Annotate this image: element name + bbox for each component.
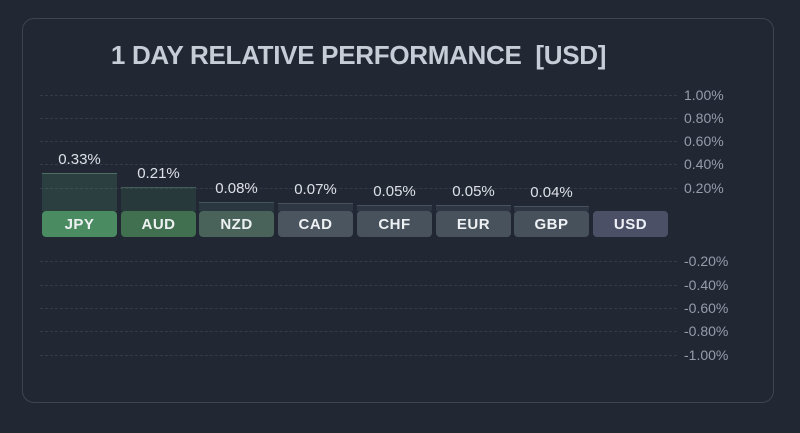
gridline <box>40 355 677 356</box>
chart-title: 1 DAY RELATIVE PERFORMANCE [USD] <box>110 40 607 70</box>
bar-value-label: 0.05% <box>452 183 495 200</box>
y-axis-tick-label: -0.20% <box>684 253 729 269</box>
bar-value-label: 0.21% <box>137 165 180 182</box>
y-axis-tick-label: 1.00% <box>684 87 724 103</box>
y-axis-tick-label: 0.20% <box>684 180 724 196</box>
bar-chf <box>357 205 432 211</box>
y-axis-tick-label: 0.60% <box>684 133 724 149</box>
currency-chip-usd[interactable]: USD <box>593 211 668 237</box>
chart-panel <box>22 18 774 403</box>
y-axis-tick-label: -1.00% <box>684 347 729 363</box>
gridline <box>40 308 677 309</box>
gridline <box>40 331 677 332</box>
bar-aud <box>121 187 196 211</box>
y-axis-tick-label: 0.80% <box>684 110 724 126</box>
bar-value-label: 0.08% <box>215 180 258 197</box>
bar-value-label: 0.07% <box>294 181 337 198</box>
currency-chip-cad[interactable]: CAD <box>278 211 353 237</box>
currency-chip-chf[interactable]: CHF <box>357 211 432 237</box>
gridline <box>40 141 677 142</box>
y-axis-tick-label: -0.40% <box>684 277 729 293</box>
bar-value-label: 0.33% <box>58 151 101 168</box>
currency-chip-nzd[interactable]: NZD <box>199 211 274 237</box>
bar-gbp <box>514 206 589 211</box>
y-axis-tick-label: 0.40% <box>684 156 724 172</box>
gridline <box>40 164 677 165</box>
bar-nzd <box>199 202 274 211</box>
gridline <box>40 95 677 96</box>
bar-eur <box>436 205 511 211</box>
gridline <box>40 261 677 262</box>
gridline <box>40 188 677 189</box>
currency-chip-aud[interactable]: AUD <box>121 211 196 237</box>
currency-chip-eur[interactable]: EUR <box>436 211 511 237</box>
bar-value-label: 0.05% <box>373 183 416 200</box>
bar-value-label: 0.04% <box>530 184 573 201</box>
currency-chip-jpy[interactable]: JPY <box>42 211 117 237</box>
currency-chip-gbp[interactable]: GBP <box>514 211 589 237</box>
bar-cad <box>278 203 353 211</box>
gridline <box>40 285 677 286</box>
bar-jpy <box>42 173 117 211</box>
y-axis-tick-label: -0.80% <box>684 323 729 339</box>
gridline <box>40 118 677 119</box>
y-axis-tick-label: -0.60% <box>684 300 729 316</box>
